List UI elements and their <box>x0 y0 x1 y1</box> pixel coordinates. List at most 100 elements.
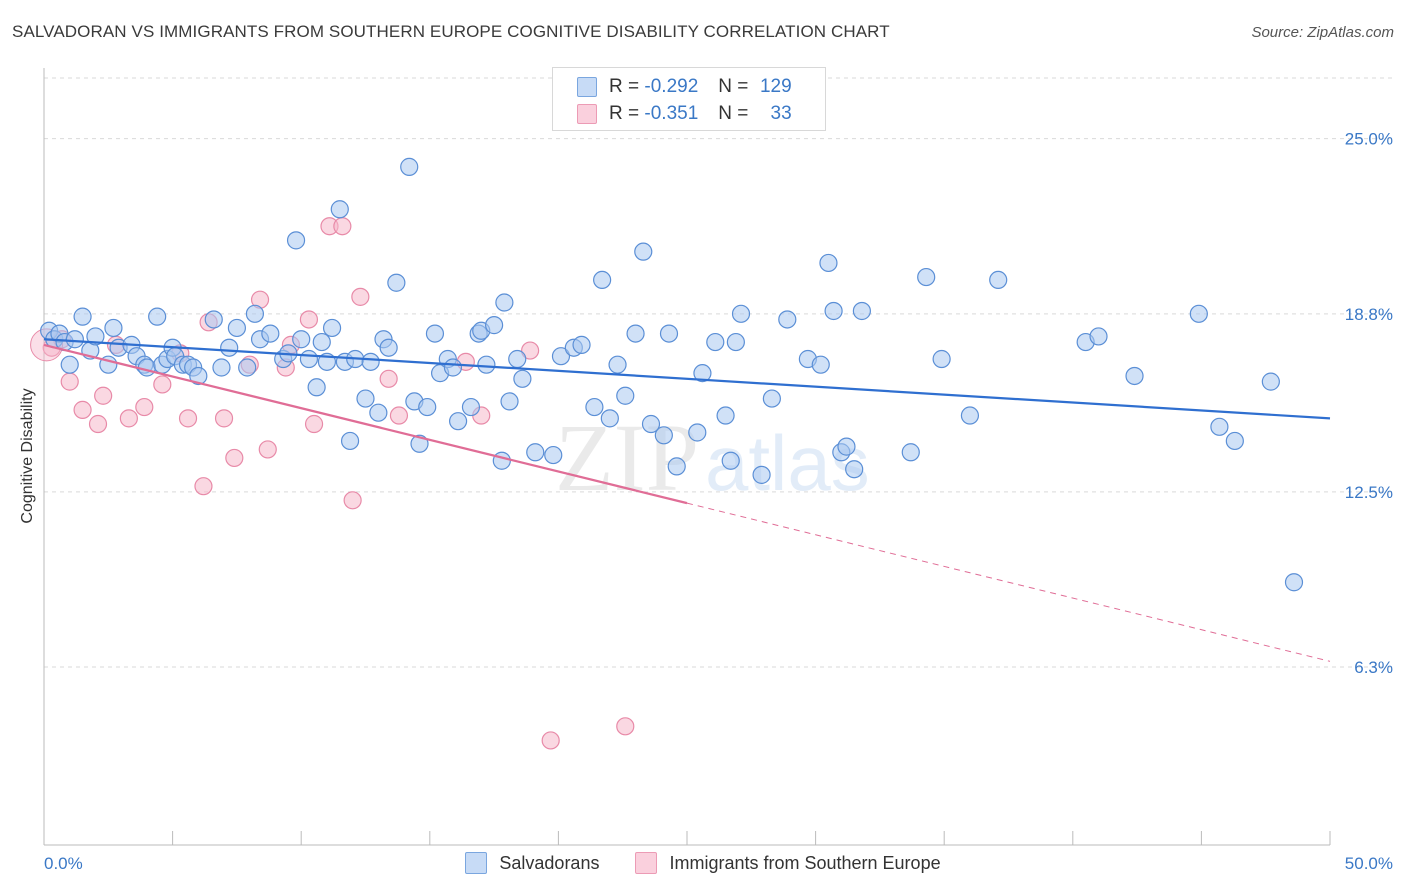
data-point-salvadorans <box>508 349 527 369</box>
data-point-salvadorans <box>901 443 920 462</box>
data-point-salvadorans <box>1089 327 1108 346</box>
data-point-salvadorans <box>551 347 571 366</box>
data-point-immigrants <box>225 448 244 468</box>
data-point-salvadorans <box>1189 304 1208 323</box>
data-point-salvadorans <box>616 386 635 405</box>
data-point-salvadorans <box>819 253 838 273</box>
data-point-salvadorans <box>443 358 463 377</box>
data-point-salvadorans <box>731 304 751 323</box>
data-point-salvadorans <box>641 414 661 434</box>
data-point-salvadorans <box>104 318 123 338</box>
data-point-salvadorans <box>238 358 257 377</box>
data-point-immigrants <box>88 414 108 434</box>
data-point-salvadorans <box>418 397 437 417</box>
watermark: ZIP atlas <box>555 404 870 511</box>
data-point-salvadorans <box>492 451 511 470</box>
data-point-salvadorans <box>340 431 360 451</box>
data-point-immigrants <box>214 409 234 428</box>
data-point-salvadorans <box>330 200 349 219</box>
data-point-salvadorans <box>500 392 519 411</box>
data-point-salvadorans <box>824 301 843 321</box>
data-point-salvadorans <box>845 460 864 479</box>
data-point-immigrants <box>119 409 138 428</box>
data-point-salvadorans <box>1225 431 1244 451</box>
data-point-salvadorans <box>361 352 380 371</box>
series-legend: Salvadorans Immigrants from Southern Eur… <box>0 852 1406 874</box>
data-point-salvadorans <box>852 301 871 321</box>
data-point-salvadorans <box>960 406 980 425</box>
data-point-salvadorans <box>1210 417 1229 436</box>
data-point-salvadorans <box>137 358 156 377</box>
data-point-salvadorans <box>811 355 830 374</box>
data-point-salvadorans <box>245 304 265 323</box>
data-point-salvadorans <box>322 318 342 338</box>
data-point-salvadorans <box>369 403 388 422</box>
data-point-salvadorans <box>387 273 406 292</box>
data-point-salvadorans <box>600 409 619 428</box>
data-point-salvadorans <box>608 355 627 374</box>
legend-label-salvadorans: Salvadorans <box>499 852 600 873</box>
legend-row-immigrants: R = -0.351 N = 33 <box>577 102 792 126</box>
data-point-salvadorans <box>932 349 951 369</box>
data-point-salvadorans <box>917 267 936 287</box>
data-point-immigrants <box>258 440 277 459</box>
data-point-salvadorans <box>307 378 326 397</box>
x-tick-label: 50.0% <box>1345 854 1393 873</box>
trend-lines <box>43 338 1331 662</box>
data-point-salvadorans <box>86 327 105 346</box>
y-tick-label: 25.0% <box>1345 130 1393 149</box>
trend-line-immigrants-extrapolated <box>686 502 1331 662</box>
legend-row-salvadorans: R = -0.292 N = 129 <box>577 75 792 99</box>
data-point-immigrants <box>541 731 560 750</box>
data-point-salvadorans <box>837 437 856 456</box>
axes <box>43 68 1331 846</box>
r-label: R = <box>609 103 640 124</box>
data-point-salvadorans <box>989 270 1008 290</box>
data-point-immigrants <box>389 406 409 425</box>
y-tick-label: 18.8% <box>1345 305 1393 324</box>
data-point-salvadorans <box>299 349 319 369</box>
chart-title: SALVADORAN VS IMMIGRANTS FROM SOUTHERN E… <box>12 22 890 41</box>
data-point-salvadorans <box>227 318 246 338</box>
source-label: Source: ZipAtlas.com <box>1251 24 1394 41</box>
data-point-salvadorans <box>526 443 545 462</box>
data-point-immigrants <box>299 310 319 329</box>
data-point-salvadorans <box>448 412 468 431</box>
tick-labels: 6.3% 12.5% 18.8% 25.0% 0.0% 50.0% <box>44 130 1393 873</box>
legend-label-immigrants: Immigrants from Southern Europe <box>669 852 941 873</box>
data-point-immigrants <box>135 397 154 417</box>
series-salvadorans <box>40 157 1304 592</box>
correlation-legend: R = -0.292 N = 129 R = -0.351 N = 33 <box>552 67 826 131</box>
data-point-salvadorans <box>626 324 645 343</box>
data-point-immigrants <box>379 369 398 388</box>
data-point-salvadorans <box>762 389 781 408</box>
data-point-immigrants <box>73 400 92 419</box>
data-point-salvadorans <box>189 366 208 386</box>
data-point-salvadorans <box>312 332 331 352</box>
data-point-salvadorans <box>410 434 429 453</box>
series-immigrants-southern-europe <box>30 217 635 750</box>
y-axis-label: Cognitive Disability <box>19 388 36 524</box>
data-point-salvadorans <box>706 332 725 352</box>
data-point-salvadorans <box>65 330 84 349</box>
data-point-salvadorans <box>60 355 79 374</box>
data-point-salvadorans <box>495 293 514 312</box>
data-point-salvadorans <box>513 369 532 388</box>
data-point-immigrants <box>304 414 324 434</box>
n-label: N = <box>718 76 749 97</box>
r-label: R = <box>609 76 640 97</box>
data-point-salvadorans <box>485 316 504 335</box>
data-point-immigrants <box>343 491 362 510</box>
data-point-salvadorans <box>693 364 712 383</box>
legend-item-immigrants: Immigrants from Southern Europe <box>635 852 941 874</box>
data-point-salvadorans <box>73 307 92 326</box>
data-point-salvadorans <box>585 397 604 417</box>
data-point-immigrants <box>153 375 172 394</box>
legend-swatch-pink <box>635 852 658 874</box>
trend-line-salvadorans <box>43 338 1331 420</box>
data-point-immigrants <box>178 409 198 428</box>
data-point-salvadorans <box>400 157 419 176</box>
legend-swatch-blue <box>577 77 597 97</box>
data-point-salvadorans <box>286 231 306 250</box>
